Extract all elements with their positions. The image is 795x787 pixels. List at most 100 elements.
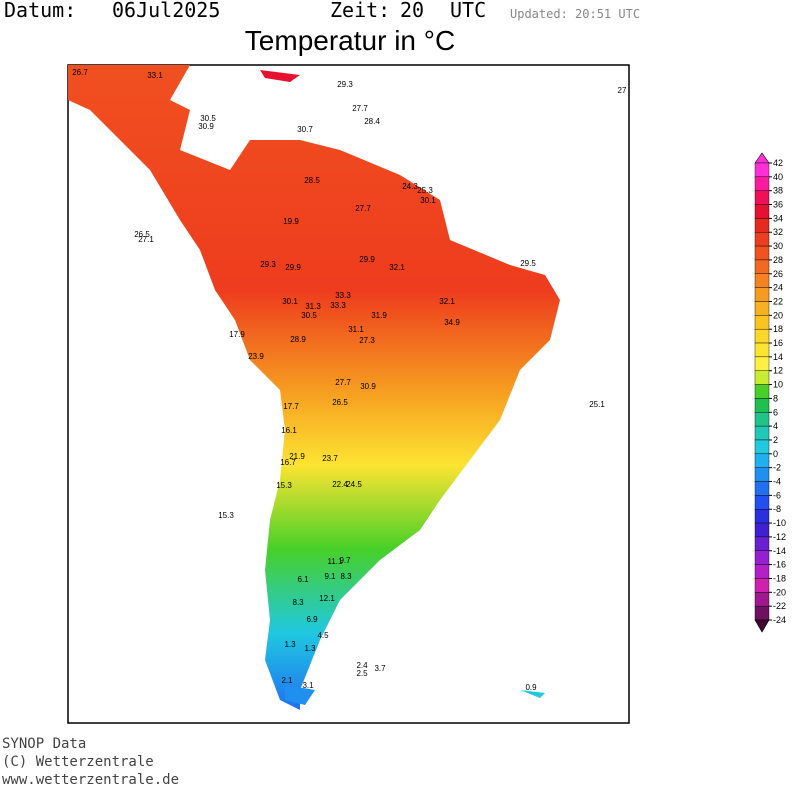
legend-tick-label: 6 [773, 407, 778, 417]
station-value: 17.7 [283, 402, 299, 411]
station-value: 30.9 [198, 122, 214, 131]
legend-band [754, 315, 770, 330]
station-value: 34.9 [444, 318, 460, 327]
station-value: 22.4 [332, 480, 348, 489]
station-value: 2.4 [356, 661, 368, 670]
legend-band [754, 259, 770, 274]
legend-band [754, 342, 770, 358]
legend-band [754, 564, 770, 579]
station-value: 9.7 [339, 556, 351, 565]
station-value: 6.1 [297, 575, 309, 584]
station-value: 8.3 [340, 572, 352, 581]
station-value: 32.1 [439, 297, 455, 306]
legend-tick-label: 24 [773, 283, 783, 293]
legend-tick-label: 16 [773, 338, 783, 348]
legend-band [754, 550, 770, 565]
updated: Updated: 20:51 UTC [510, 7, 640, 21]
time-label: Zeit: [330, 0, 390, 22]
station-value: 17.9 [229, 330, 245, 339]
legend-tick-label: 38 [773, 186, 783, 196]
legend-arrow [754, 619, 770, 633]
station-value: 30.5 [200, 114, 216, 123]
color-legend: 424038363432302826242220181614121086420-… [754, 152, 786, 633]
station-value: 27.1 [138, 235, 154, 244]
station-value: 2.1 [281, 676, 293, 685]
legend-tick-label: -4 [773, 477, 781, 487]
legend-tick-label: 18 [773, 324, 783, 334]
station-value: 27 [618, 86, 627, 95]
station-value: 27.3 [359, 336, 375, 345]
station-value: 8.3 [292, 598, 304, 607]
station-value: 33.1 [147, 71, 163, 80]
legend-tick-label: 20 [773, 310, 783, 320]
station-value: 30.1 [282, 297, 298, 306]
legend-tick-label: 22 [773, 296, 783, 306]
station-value: 27.7 [355, 204, 371, 213]
legend-tick-label: -6 [773, 490, 781, 500]
url: www.wetterzentrale.de [2, 772, 179, 787]
legend-band [754, 398, 770, 413]
station-value: 26.5 [134, 230, 150, 239]
legend-tick-label: 14 [773, 352, 783, 362]
station-value: 3.7 [374, 664, 386, 673]
station-value: 30.1 [420, 196, 436, 205]
legend-band [754, 287, 770, 302]
legend-tick-label: -14 [773, 546, 786, 556]
timezone: UTC [450, 0, 486, 22]
legend-band [754, 384, 770, 399]
legend-tick-label: 30 [773, 241, 783, 251]
legend-tick-label: 4 [773, 421, 778, 431]
station-value: 4.5 [317, 631, 329, 640]
station-value: 26.5 [332, 398, 348, 407]
station-value: 29.3 [260, 260, 276, 269]
legend-band [754, 356, 770, 371]
date-label: Datum: [4, 0, 76, 22]
legend-tick-label: -10 [773, 518, 786, 528]
legend-tick-label: 10 [773, 380, 783, 390]
land [68, 65, 560, 710]
legend-tick-label: 26 [773, 269, 783, 279]
station-value: 33.3 [330, 301, 346, 310]
legend-band [754, 605, 770, 621]
legend-tick-label: -22 [773, 601, 786, 611]
station-value: 29.9 [285, 263, 301, 272]
legend-tick-label: -12 [773, 532, 786, 542]
station-value: 15.3 [276, 481, 292, 490]
legend-tick-label: 32 [773, 227, 783, 237]
legend-band [754, 218, 770, 233]
legend-band [754, 439, 770, 455]
station-value: 30.5 [301, 311, 317, 320]
copyright: (C) Wetterzentrale [2, 754, 154, 770]
station-value: 11.1 [328, 557, 344, 566]
station-value: 9.1 [324, 572, 336, 581]
legend-band [754, 245, 770, 261]
station-value: 16.1 [281, 426, 297, 435]
station-value: 3.1 [302, 681, 314, 690]
station-value: 27.7 [352, 104, 368, 113]
legend-band [754, 467, 770, 482]
legend-band [754, 370, 770, 385]
legend-tick-label: 36 [773, 200, 783, 210]
station-value: 28.4 [364, 117, 380, 126]
station-value: 12.1 [319, 594, 335, 603]
time: 20 [400, 0, 424, 22]
legend-band [754, 412, 770, 427]
station-value: 6.9 [306, 615, 318, 624]
legend-band [754, 328, 770, 344]
station-value: 1.3 [304, 644, 316, 653]
station-value: 31.9 [371, 311, 387, 320]
legend-tick-label: 0 [773, 449, 778, 459]
station-value: 0.9 [525, 683, 537, 692]
legend-band [754, 509, 770, 524]
station-value: 23.7 [322, 454, 338, 463]
station-value: 29.9 [359, 255, 375, 264]
station-value: 25.1 [589, 400, 605, 409]
legend-band [754, 176, 770, 191]
station-value: 23.9 [248, 352, 264, 361]
legend-band [754, 190, 770, 205]
source: SYNOP Data [2, 736, 86, 752]
legend-band [754, 592, 770, 607]
station-value: 30.7 [297, 125, 313, 134]
station-value: 29.3 [337, 80, 353, 89]
